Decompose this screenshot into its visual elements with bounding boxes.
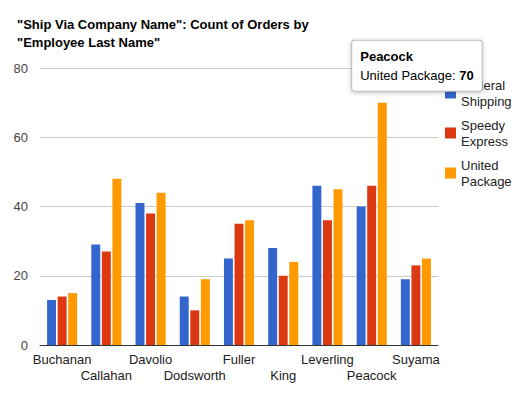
svg-text:"Employee Last Name": "Employee Last Name"	[17, 35, 160, 50]
svg-text:United: United	[461, 158, 502, 173]
svg-text:Fuller: Fuller	[223, 352, 256, 367]
svg-text:80: 80	[14, 61, 28, 76]
svg-text:Peacock: Peacock	[360, 49, 414, 64]
svg-text:Shipping: Shipping	[461, 94, 512, 109]
svg-text:King: King	[270, 368, 296, 383]
svg-text:0: 0	[21, 338, 28, 353]
svg-text:Dodsworth: Dodsworth	[164, 368, 226, 383]
svg-text:"Ship Via Company Name": Count: "Ship Via Company Name": Count of Orders…	[17, 17, 312, 32]
svg-text:Package: Package	[461, 174, 512, 189]
svg-text:Buchanan: Buchanan	[33, 352, 92, 367]
svg-text:Callahan: Callahan	[81, 368, 132, 383]
svg-text:Leverling: Leverling	[301, 352, 354, 367]
svg-text:Express: Express	[461, 134, 508, 149]
svg-text:70: 70	[459, 68, 473, 83]
svg-text:Peacock: Peacock	[347, 368, 397, 383]
svg-text:60: 60	[14, 130, 28, 145]
svg-text:20: 20	[14, 268, 28, 283]
svg-text:Speedy: Speedy	[461, 118, 509, 133]
svg-text:Federal: Federal	[461, 77, 509, 93]
svg-text:Suyama: Suyama	[392, 352, 440, 367]
svg-text:Davolio: Davolio	[129, 352, 172, 367]
svg-text:United Package:: United Package:	[360, 68, 459, 83]
svg-text:40: 40	[14, 199, 28, 214]
